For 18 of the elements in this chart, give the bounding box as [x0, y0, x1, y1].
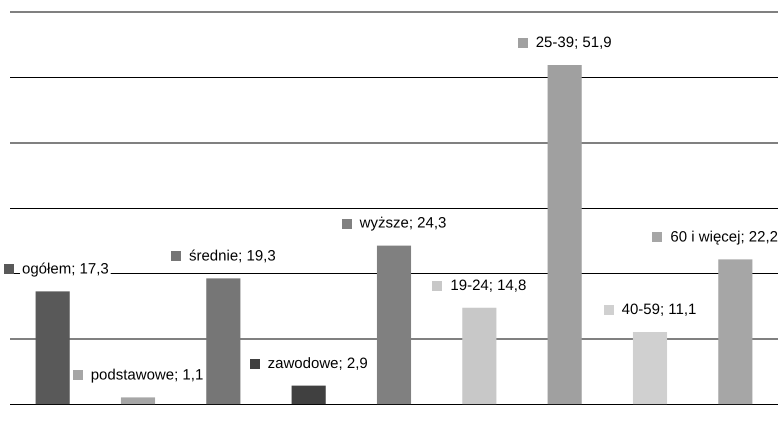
bar: [632, 332, 668, 404]
data-label: 25-39; 51,9: [536, 34, 612, 52]
data-label: zawodowe; 2,9: [268, 354, 368, 372]
bar: [718, 259, 752, 404]
data-label: podstawowe; 1,1: [90, 366, 204, 384]
bar: [36, 291, 70, 404]
data-label: 40-59; 11,1: [622, 301, 696, 318]
bar: [206, 278, 240, 404]
data-label: 60 i więcej; 22,2: [670, 228, 778, 246]
bar: [462, 308, 496, 404]
bar: [548, 65, 582, 404]
data-label: wyższe; 24,3: [358, 214, 446, 232]
data-label: średnie; 19,3: [188, 247, 276, 264]
bar: [292, 386, 326, 404]
data-label: ogółem; 17,3: [22, 260, 109, 278]
bar: [376, 246, 412, 404]
bar: [120, 397, 156, 404]
data-label: 19-24; 14,8: [450, 276, 526, 294]
